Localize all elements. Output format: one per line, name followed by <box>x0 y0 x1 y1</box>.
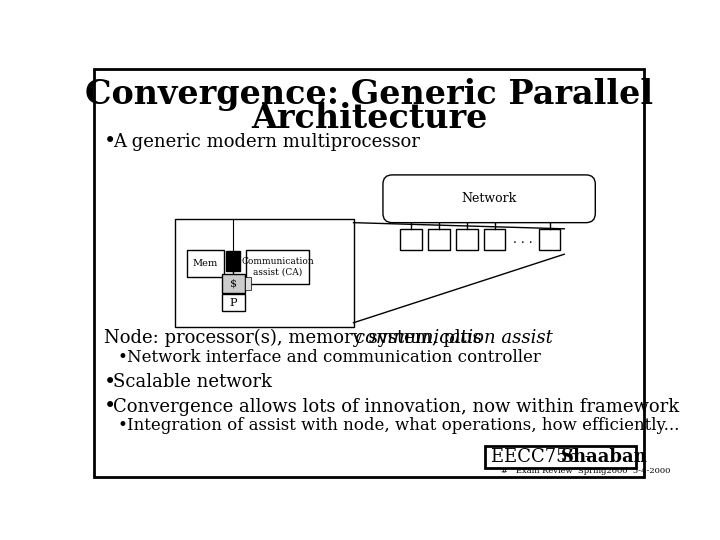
Bar <box>187 249 224 276</box>
FancyBboxPatch shape <box>383 175 595 222</box>
Bar <box>484 229 505 251</box>
Text: #   Exam Review  Spring2000  5-4-2000: # Exam Review Spring2000 5-4-2000 <box>500 467 670 475</box>
Text: Communication
assist (CA): Communication assist (CA) <box>241 257 314 276</box>
Text: $: $ <box>230 279 237 288</box>
Text: Mem: Mem <box>193 259 218 268</box>
Bar <box>225 251 240 271</box>
Text: Convergence allows lots of innovation, now within framework: Convergence allows lots of innovation, n… <box>113 397 680 416</box>
Text: Network: Network <box>462 192 517 205</box>
Bar <box>222 294 245 311</box>
Bar <box>428 229 449 251</box>
Bar <box>485 446 636 468</box>
Text: •: • <box>117 417 127 434</box>
Text: Convergence: Generic Parallel: Convergence: Generic Parallel <box>85 78 653 111</box>
Text: P: P <box>230 298 237 308</box>
Text: •: • <box>104 397 116 416</box>
Text: A generic modern multiprocessor: A generic modern multiprocessor <box>113 133 420 151</box>
Bar <box>400 229 422 251</box>
Bar <box>539 229 560 251</box>
Text: •: • <box>117 349 127 366</box>
Text: . . .: . . . <box>513 233 533 246</box>
Text: Scalable network: Scalable network <box>113 373 272 391</box>
Text: Architecture: Architecture <box>251 102 487 135</box>
Text: communication assist: communication assist <box>355 329 553 347</box>
Bar <box>222 274 245 293</box>
Text: Integration of assist with node, what operations, how efficiently...: Integration of assist with node, what op… <box>127 417 680 434</box>
Bar <box>246 249 310 284</box>
Bar <box>456 229 477 251</box>
Text: Node: processor(s), memory system, plus: Node: processor(s), memory system, plus <box>104 329 487 347</box>
Bar <box>245 278 251 289</box>
Bar <box>175 219 354 327</box>
Text: •: • <box>104 373 116 392</box>
Text: EECC756 -: EECC756 - <box>490 448 596 465</box>
Text: •: • <box>104 132 116 151</box>
Text: Network interface and communication controller: Network interface and communication cont… <box>127 349 541 366</box>
Text: Shaaban: Shaaban <box>561 448 648 465</box>
